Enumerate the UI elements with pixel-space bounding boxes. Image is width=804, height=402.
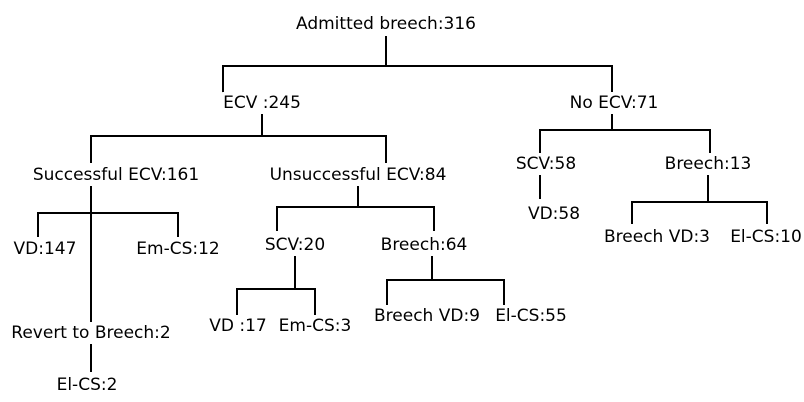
node-vd-58: VD:58 <box>526 203 582 225</box>
node-scv-58: SCV:58 <box>514 153 578 175</box>
node-em-cs-3: Em-CS:3 <box>277 315 353 337</box>
node-breech-13: Breech:13 <box>663 153 753 175</box>
node-unsuccessful-ecv: Unsuccessful ECV:84 <box>268 164 448 186</box>
node-el-cs-10: El-CS:10 <box>729 226 803 248</box>
node-breech-vd-3: Breech VD:3 <box>603 226 711 248</box>
node-ecv: ECV :245 <box>222 92 302 114</box>
node-breech-vd-9: Breech VD:9 <box>373 305 481 327</box>
node-vd-147: VD:147 <box>12 238 78 260</box>
node-no-ecv: No ECV:71 <box>568 92 660 114</box>
node-breech-64: Breech:64 <box>379 234 469 256</box>
node-admitted-breech: Admitted breech:316 <box>294 13 478 35</box>
node-el-cs-55: El-CS:55 <box>494 305 568 327</box>
node-revert-to-breech: Revert to Breech:2 <box>10 322 172 344</box>
node-scv-20: SCV:20 <box>263 234 327 256</box>
node-vd-17: VD :17 <box>208 315 268 337</box>
node-em-cs-12: Em-CS:12 <box>135 238 221 260</box>
node-el-cs-2: El-CS:2 <box>55 374 119 396</box>
node-successful-ecv: Successful ECV:161 <box>31 164 201 186</box>
